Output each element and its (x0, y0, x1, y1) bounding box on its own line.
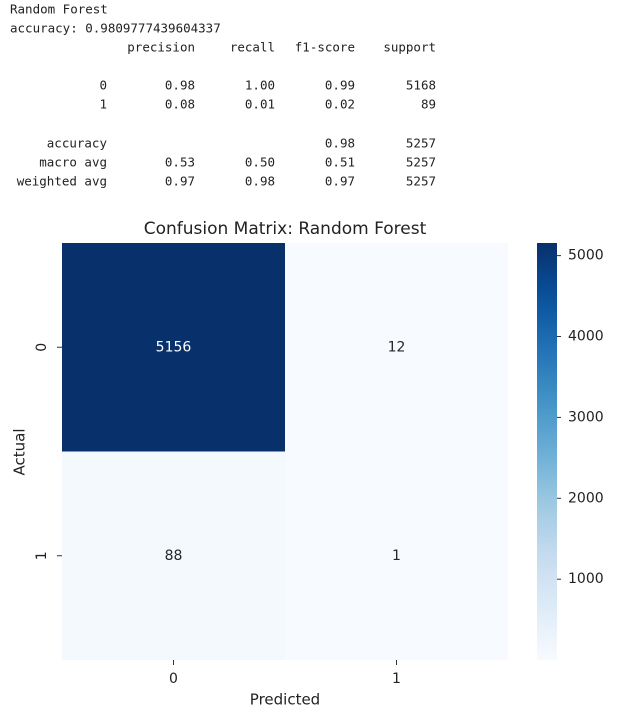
cell: 5168 (406, 78, 436, 93)
cell: 5257 (406, 155, 436, 170)
x-tick-label: 1 (392, 671, 401, 687)
cell: 5257 (406, 136, 436, 151)
y-tick-label: 1 (34, 551, 50, 560)
heatmap-cell (285, 451, 508, 660)
cell-annotation: 88 (165, 548, 183, 564)
cell: 0.97 (325, 174, 355, 189)
cell: 0.51 (325, 155, 355, 170)
heatmap-cell (62, 243, 285, 452)
x-axis-label: Predicted (250, 691, 320, 709)
heatmap-cell (285, 243, 508, 452)
accuracy-line: accuracy: 0.9809777439604337 (10, 21, 221, 36)
row-label: 0 (99, 78, 107, 93)
cell: 0.97 (165, 174, 195, 189)
cell: 0.98 (325, 136, 355, 151)
y-axis-label: Actual (11, 429, 29, 476)
report-title: Random Forest (10, 2, 108, 17)
cell: 0.99 (325, 78, 355, 93)
colorbar-tick-label: 3000 (568, 409, 604, 425)
column-header: support (383, 40, 436, 55)
row-label: weighted avg (17, 174, 107, 189)
heatmap-cell (62, 451, 285, 660)
row-label: 1 (99, 97, 107, 112)
cell: 89 (421, 97, 436, 112)
cell: 5257 (406, 174, 436, 189)
colorbar-tick-label: 5000 (568, 248, 604, 264)
column-header: precision (127, 40, 195, 55)
cell: 0.01 (245, 97, 275, 112)
row-label: accuracy (47, 136, 108, 151)
cell: 1.00 (245, 78, 275, 93)
colorbar-tick-label: 1000 (568, 571, 604, 587)
cell: 0.53 (165, 155, 195, 170)
colorbar (537, 243, 557, 660)
colorbar-tick-label: 4000 (568, 329, 604, 345)
cell-annotation: 1 (392, 548, 401, 564)
colorbar-tick-label: 2000 (568, 490, 604, 506)
cell: 0.02 (325, 97, 355, 112)
row-label: macro avg (39, 155, 107, 170)
column-header: recall (230, 40, 275, 55)
column-header: f1-score (295, 40, 355, 55)
x-tick-label: 0 (169, 671, 178, 687)
cell: 0.50 (245, 155, 275, 170)
y-tick-label: 0 (34, 343, 50, 352)
cell: 0.08 (165, 97, 195, 112)
chart-title: Confusion Matrix: Random Forest (144, 219, 427, 239)
cell-annotation: 12 (388, 339, 406, 355)
cell: 0.98 (245, 174, 275, 189)
cell-annotation: 5156 (156, 339, 192, 355)
cell: 0.98 (165, 78, 195, 93)
